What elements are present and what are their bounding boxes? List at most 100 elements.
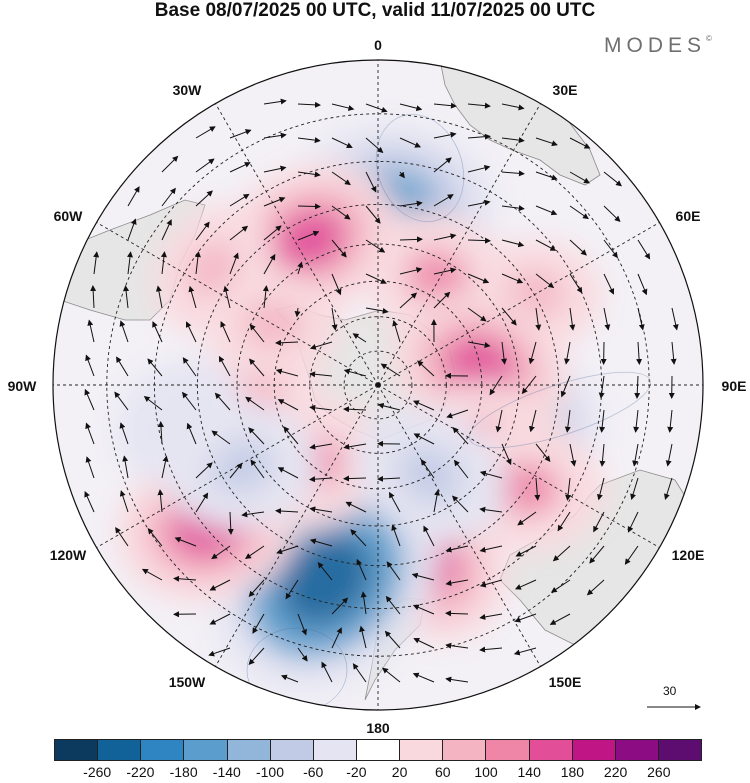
wind-vector — [423, 525, 435, 547]
wind-vector — [385, 595, 401, 615]
wind-vector — [501, 443, 512, 466]
wind-vector — [433, 233, 457, 241]
colorbar-tick-label: -260 — [83, 764, 112, 780]
wind-vector — [501, 239, 525, 248]
wind-vector — [603, 205, 621, 222]
colorbar-swatch — [657, 740, 702, 760]
wind-vector — [147, 528, 163, 547]
wind-vector — [116, 356, 129, 377]
map-title: Base 08/07/2025 00 UTC, valid 11/07/2025… — [154, 0, 596, 21]
wind-vector — [398, 171, 405, 179]
wind-vector — [569, 239, 587, 256]
wind-vector — [160, 251, 167, 275]
meridian-line — [200, 77, 379, 386]
wind-vector — [564, 409, 571, 433]
wind-vector — [467, 237, 491, 244]
wind-vector — [285, 579, 299, 600]
wind-vector — [84, 388, 95, 411]
wind-vector — [569, 205, 589, 220]
wind-vector — [384, 630, 401, 649]
colorbar-tick-label: 180 — [560, 764, 585, 780]
wind-vector — [119, 320, 129, 343]
wind-vector — [297, 171, 321, 178]
wind-vector — [283, 426, 299, 445]
wind-vector — [185, 321, 197, 343]
colorbar-tick-label: 60 — [435, 764, 451, 780]
anomaly-blob-17 — [152, 394, 207, 446]
wind-vector — [549, 613, 571, 625]
wind-vector — [155, 285, 163, 309]
wind-vector — [599, 443, 606, 467]
wind-vector — [479, 545, 503, 553]
wind-vector — [569, 171, 590, 184]
wind-vector — [161, 219, 172, 241]
wind-vector — [85, 422, 95, 445]
wind-vector — [565, 477, 572, 501]
wind-vector — [249, 358, 265, 377]
wind-vector — [453, 459, 469, 479]
wind-vector — [195, 158, 215, 173]
wind-vector — [263, 165, 287, 173]
wind-vector — [241, 511, 265, 518]
wind-vector — [399, 137, 422, 148]
wind-vector — [391, 524, 401, 547]
wind-vector — [352, 663, 367, 683]
wind-vector — [195, 221, 210, 241]
wind-vector — [467, 133, 491, 140]
anomaly-blob-1 — [273, 207, 348, 272]
label-150w: 150W — [169, 674, 206, 690]
wind-vector — [550, 579, 571, 593]
wind-vector — [309, 506, 333, 513]
colorbar-swatch — [614, 740, 658, 760]
wind-vector — [350, 529, 367, 547]
wind-vector — [93, 251, 100, 275]
wind-vector — [85, 456, 95, 479]
wind-vector — [389, 491, 401, 513]
wind-vector — [627, 511, 639, 533]
wind-vector — [467, 307, 487, 322]
colorbar-swatch — [183, 740, 227, 760]
colorbar-swatch — [140, 740, 184, 760]
label-30w: 30W — [173, 82, 203, 98]
wind-vector — [603, 307, 611, 331]
wind-vector — [297, 101, 321, 108]
wind-vector — [331, 597, 349, 615]
wind-vector — [331, 205, 351, 220]
wind-vector — [115, 526, 129, 547]
wind-vector — [321, 661, 333, 683]
wind-vector — [560, 375, 571, 398]
wind-vector — [248, 579, 265, 598]
wind-vector — [433, 267, 457, 275]
colorbar-swatch — [355, 740, 400, 760]
wind-vector — [331, 273, 342, 296]
wind-vector — [377, 475, 401, 482]
anomaly-blob-10 — [278, 532, 373, 627]
wind-vector — [220, 320, 231, 343]
wind-vector — [229, 252, 239, 275]
wind-vector — [331, 171, 351, 186]
wind-vector — [501, 137, 525, 144]
wind-vector — [365, 307, 389, 314]
colorbar-tick-label: -180 — [169, 764, 198, 780]
colorbar-swatch — [528, 740, 572, 760]
wind-vector — [535, 205, 558, 216]
wind-vector — [552, 545, 571, 562]
wind-vector — [664, 477, 673, 500]
wind-vector — [603, 273, 615, 295]
wind-vector — [119, 490, 129, 513]
brand-logo: MODES© — [604, 34, 712, 57]
wind-vector — [297, 230, 320, 241]
wind-vector — [624, 545, 639, 565]
wind-vector — [195, 126, 216, 139]
wind-vector — [245, 396, 265, 411]
wind-vector — [535, 273, 555, 289]
wind-vector — [671, 307, 679, 331]
wind-vector — [208, 647, 231, 657]
wind-vector — [365, 103, 388, 113]
wind-vector — [399, 103, 423, 112]
wind-vector — [122, 455, 129, 479]
wind-vector — [157, 489, 164, 513]
wind-vector — [114, 391, 129, 411]
wind-vector — [229, 462, 243, 479]
meridian-line — [70, 384, 379, 563]
